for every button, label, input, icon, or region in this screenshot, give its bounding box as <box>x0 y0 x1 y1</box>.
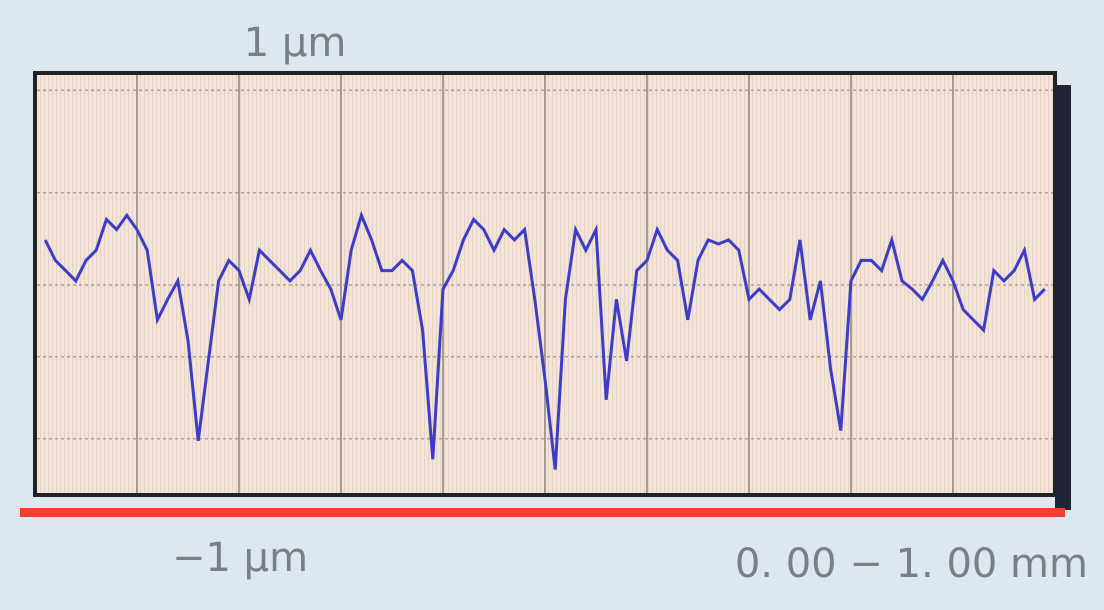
y-tick-label: 1 µm <box>244 20 347 66</box>
x-range-label: 0. 00 − 1. 00 mm <box>735 541 1088 587</box>
range-bar <box>20 508 1065 517</box>
profile-line <box>43 210 1046 470</box>
y-tick-label: −1 µm <box>172 535 308 581</box>
side-bar <box>1055 85 1071 510</box>
